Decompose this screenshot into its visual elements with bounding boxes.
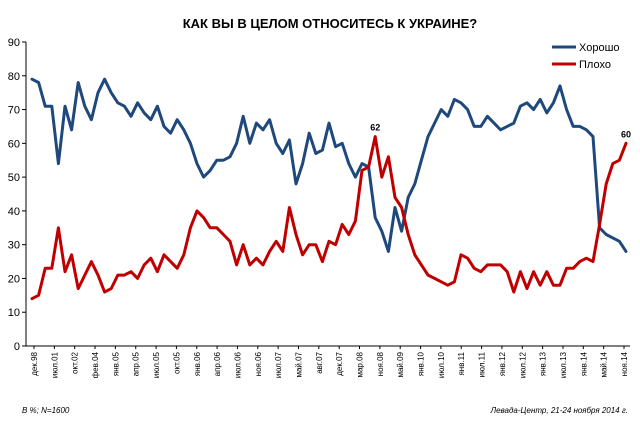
y-tick-label: 30 xyxy=(8,240,20,252)
x-tick-label: июл.10 xyxy=(437,351,446,378)
y-tick-label: 50 xyxy=(8,172,20,184)
x-tick-label: окт.05 xyxy=(172,351,181,373)
legend: Хорошо Плохо xyxy=(552,42,620,71)
x-tick-label: янв.06 xyxy=(193,351,202,376)
x-tick-label: июл.05 xyxy=(152,351,161,378)
legend-label-ploho: Плохо xyxy=(579,59,611,71)
x-tick-label: июл.01 xyxy=(50,351,59,378)
x-tick-label: ноя.08 xyxy=(376,351,385,376)
x-tick-label: дек.07 xyxy=(335,351,344,375)
x-tick-label: май.14 xyxy=(600,351,609,377)
x-tick-label: июл.12 xyxy=(518,351,527,378)
y-tick-label: 20 xyxy=(8,273,20,285)
x-tick-label: июл.11 xyxy=(478,351,487,377)
x-tick-label: июл.13 xyxy=(559,351,568,378)
data-label: 62 xyxy=(370,123,380,133)
x-tick-label: янв.14 xyxy=(579,351,588,376)
legend-label-horosho: Хорошо xyxy=(579,42,620,54)
footer-source: Левада-Центр, 21-24 ноября 2014 г. xyxy=(490,406,628,415)
data-label: 60 xyxy=(621,129,631,139)
x-tick-label: мар.08 xyxy=(356,351,365,377)
x-tick-label: ноя.14 xyxy=(620,351,629,376)
y-tick-label: 80 xyxy=(8,71,20,83)
x-tick-label: ноя.06 xyxy=(254,351,263,376)
x-tick-label: янв.12 xyxy=(498,351,507,376)
y-tick-label: 70 xyxy=(8,105,20,117)
x-tick-label: июл.07 xyxy=(274,351,283,378)
x-tick-label: янв.10 xyxy=(417,351,426,376)
annotations: 62 60 xyxy=(370,123,631,140)
y-axis: 0 10 20 30 40 50 60 70 80 90 xyxy=(8,37,27,353)
y-tick-label: 40 xyxy=(8,206,20,218)
x-tick-label: авг.07 xyxy=(315,351,324,373)
chart-title: КАК ВЫ В ЦЕЛОМ ОТНОСИТЕСЬ К УКРАИНЕ? xyxy=(183,16,478,31)
y-tick-label: 0 xyxy=(14,341,20,353)
series-line-1 xyxy=(30,135,628,301)
y-tick-label: 90 xyxy=(8,37,20,49)
series-layer xyxy=(30,77,628,301)
x-tick-label: май.07 xyxy=(294,351,303,377)
series-line-0 xyxy=(30,77,628,253)
x-tick-label: май.09 xyxy=(396,351,405,377)
x-axis: дек.98 июл.01 окт.02 фев.04 янв.05 апр.05 июл.… xyxy=(26,345,630,378)
y-tick-label: 60 xyxy=(8,138,20,150)
x-tick-label: фев.04 xyxy=(91,351,100,378)
x-tick-label: янв.13 xyxy=(539,351,548,376)
footer-sample-note: В %; N=1600 xyxy=(22,406,70,415)
x-tick-label: янв.11 xyxy=(457,351,466,375)
x-tick-label: июл.06 xyxy=(233,351,242,378)
x-tick-label: апр.05 xyxy=(132,351,141,376)
x-tick-label: янв.05 xyxy=(111,351,120,376)
y-tick-label: 10 xyxy=(8,307,20,319)
x-tick-label: дек.98 xyxy=(30,351,39,375)
x-tick-label: апр.06 xyxy=(213,351,222,376)
x-tick-label: окт.02 xyxy=(71,351,80,373)
